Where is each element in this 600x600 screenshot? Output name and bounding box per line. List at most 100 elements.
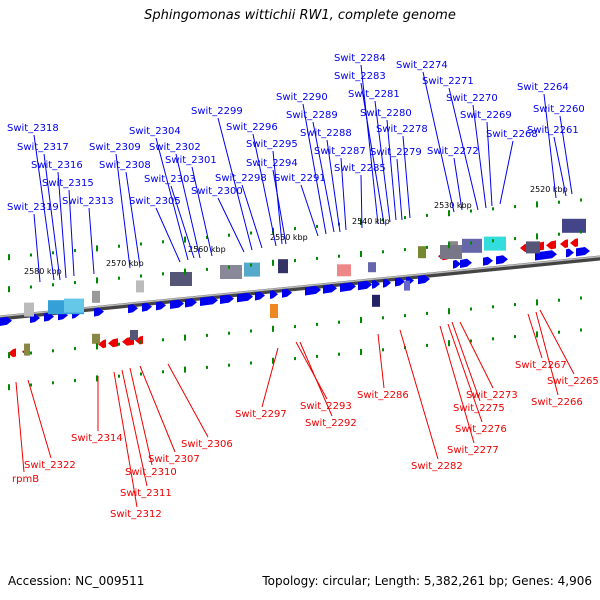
forward-gene-arrow <box>142 302 152 312</box>
gene-label: Swit_2311 <box>120 488 172 499</box>
gene-leader-line <box>472 104 487 209</box>
scale-tick <box>140 340 142 344</box>
gene-label: Swit_2266 <box>531 397 583 408</box>
gene-leader-line <box>241 184 263 249</box>
scale-tick <box>118 374 120 378</box>
gene-leader-line <box>543 93 557 199</box>
gene-block <box>64 298 84 313</box>
gene-leader-line <box>139 365 176 453</box>
gene-label: Swit_2260 <box>533 104 585 115</box>
gene-leader-line <box>374 100 391 223</box>
gene-leader-line <box>377 333 385 389</box>
scale-tick <box>558 330 560 334</box>
gene-label: Swit_2316 <box>31 160 83 171</box>
gene-block <box>372 294 380 307</box>
gene-leader-line <box>121 369 148 487</box>
scale-tick <box>360 317 362 323</box>
scale-tick <box>96 245 98 252</box>
gene-label: Swit_2269 <box>460 110 512 121</box>
scale-tick <box>162 240 164 244</box>
gene-label: Swit_2296 <box>226 122 278 133</box>
scale-tick <box>492 207 494 211</box>
scale-tick <box>448 340 450 347</box>
scale-tick <box>558 298 560 302</box>
scale-tick <box>338 254 340 258</box>
scale-tick <box>536 233 538 240</box>
gene-label: Swit_2273 <box>466 390 518 401</box>
gene-label: Swit_2298 <box>215 173 267 184</box>
gene-leader-line <box>360 64 379 225</box>
scale-tick <box>294 357 296 361</box>
gene-block <box>170 272 192 286</box>
gene-leader-line <box>402 135 411 219</box>
gene-leader-line <box>459 321 494 389</box>
forward-gene-arrow <box>282 288 292 298</box>
gene-label: Swit_2287 <box>314 146 366 157</box>
gene-label: Swit_2295 <box>246 139 298 150</box>
gene-label: Swit_2305 <box>129 196 181 207</box>
scale-tick <box>338 352 340 356</box>
gene-leader-line <box>252 133 277 247</box>
gene-leader-line <box>68 189 75 277</box>
gene-label: Swit_2279 <box>370 147 422 158</box>
scale-tick <box>250 231 252 235</box>
gene-label: Swit_2315 <box>42 178 94 189</box>
scale-tick <box>228 265 230 269</box>
scale-tick <box>74 379 76 383</box>
gene-label: Swit_2291 <box>274 173 326 184</box>
forward-gene-arrow <box>200 296 218 306</box>
gene-leader-line <box>115 153 131 269</box>
gene-block <box>462 238 482 253</box>
gene-label: Swit_2304 <box>129 126 181 137</box>
scale-tick <box>316 354 318 358</box>
gene-block <box>92 290 100 303</box>
reverse-gene-arrow <box>546 240 556 250</box>
gene-label: Swit_2268 <box>486 129 538 140</box>
gene-label: Swit_2280 <box>360 108 412 119</box>
gene-block <box>92 333 100 344</box>
scale-tick <box>74 347 76 351</box>
scale-tick <box>448 242 450 249</box>
gene-label: Swit_2313 <box>62 196 114 207</box>
scale-tick <box>30 285 32 289</box>
scale-tick <box>228 331 230 335</box>
gene-leader-line <box>43 153 61 281</box>
gene-leader-line <box>453 157 463 211</box>
gene-label: Swit_2300 <box>191 186 243 197</box>
gene-label: Swit_2275 <box>453 403 505 414</box>
gene-leader-line <box>386 119 397 221</box>
gene-leader-line <box>399 329 439 460</box>
gene-leader-line <box>396 158 403 221</box>
forward-gene-arrow <box>483 256 493 266</box>
gene-leader-line <box>312 121 335 233</box>
gene-label: Swit_2322 <box>24 460 76 471</box>
scale-tick <box>426 245 428 249</box>
gene-block <box>24 343 30 356</box>
gene-label: Swit_2289 <box>286 110 338 121</box>
scale-tick <box>580 296 582 300</box>
forward-gene-arrow <box>185 298 197 308</box>
scale-tick <box>404 314 406 318</box>
gene-label: Swit_2277 <box>447 445 499 456</box>
gene-label: Swit_2294 <box>246 158 298 169</box>
scale-tick <box>470 209 472 213</box>
scale-tick <box>294 259 296 263</box>
gene-block <box>130 330 138 340</box>
scale-tick <box>8 352 10 359</box>
scale-tick <box>514 205 516 209</box>
forward-gene-arrow <box>94 307 104 317</box>
gene-label: Swit_2284 <box>334 53 386 64</box>
scale-tick <box>382 250 384 254</box>
scale-tick <box>74 281 76 285</box>
gene-leader-line <box>295 341 328 400</box>
gene-label: rpmB <box>12 474 39 485</box>
map-title: Sphingomonas wittichii RW1, complete gen… <box>144 8 456 23</box>
gene-label: Swit_2306 <box>181 439 233 450</box>
gene-leader-line <box>170 185 195 259</box>
scale-tick <box>514 303 516 307</box>
gene-leader-line <box>527 313 543 359</box>
forward-gene-arrow <box>156 301 166 311</box>
gene-label: Swit_2283 <box>334 71 386 82</box>
reverse-gene-arrow <box>570 238 578 247</box>
